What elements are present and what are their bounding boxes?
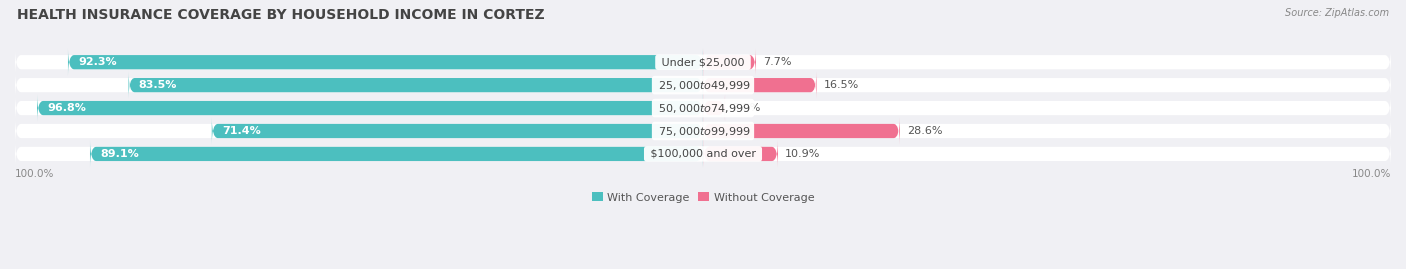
FancyBboxPatch shape: [37, 94, 703, 122]
Text: $75,000 to $99,999: $75,000 to $99,999: [655, 125, 751, 137]
Text: 83.5%: 83.5%: [139, 80, 177, 90]
Text: 89.1%: 89.1%: [100, 149, 139, 159]
Text: 100.0%: 100.0%: [1351, 169, 1391, 179]
Text: HEALTH INSURANCE COVERAGE BY HOUSEHOLD INCOME IN CORTEZ: HEALTH INSURANCE COVERAGE BY HOUSEHOLD I…: [17, 8, 544, 22]
Text: $25,000 to $49,999: $25,000 to $49,999: [655, 79, 751, 92]
FancyBboxPatch shape: [15, 118, 1391, 144]
Text: Source: ZipAtlas.com: Source: ZipAtlas.com: [1285, 8, 1389, 18]
Text: Under $25,000: Under $25,000: [658, 57, 748, 67]
FancyBboxPatch shape: [703, 140, 778, 168]
Text: 10.9%: 10.9%: [785, 149, 820, 159]
FancyBboxPatch shape: [15, 72, 1391, 99]
Text: 71.4%: 71.4%: [222, 126, 262, 136]
Text: 100.0%: 100.0%: [15, 169, 55, 179]
FancyBboxPatch shape: [703, 72, 817, 99]
FancyBboxPatch shape: [67, 49, 703, 76]
FancyBboxPatch shape: [90, 140, 703, 168]
FancyBboxPatch shape: [212, 118, 703, 144]
Text: $100,000 and over: $100,000 and over: [647, 149, 759, 159]
Text: 3.2%: 3.2%: [733, 103, 761, 113]
Legend: With Coverage, Without Coverage: With Coverage, Without Coverage: [588, 188, 818, 207]
Text: 92.3%: 92.3%: [79, 57, 117, 67]
FancyBboxPatch shape: [703, 49, 756, 76]
Text: 96.8%: 96.8%: [48, 103, 86, 113]
FancyBboxPatch shape: [128, 72, 703, 99]
Text: 28.6%: 28.6%: [907, 126, 942, 136]
Text: $50,000 to $74,999: $50,000 to $74,999: [655, 102, 751, 115]
FancyBboxPatch shape: [15, 94, 1391, 122]
FancyBboxPatch shape: [15, 49, 1391, 76]
Text: 7.7%: 7.7%: [763, 57, 792, 67]
FancyBboxPatch shape: [703, 118, 900, 144]
FancyBboxPatch shape: [703, 94, 725, 122]
FancyBboxPatch shape: [15, 140, 1391, 168]
Text: 16.5%: 16.5%: [824, 80, 859, 90]
